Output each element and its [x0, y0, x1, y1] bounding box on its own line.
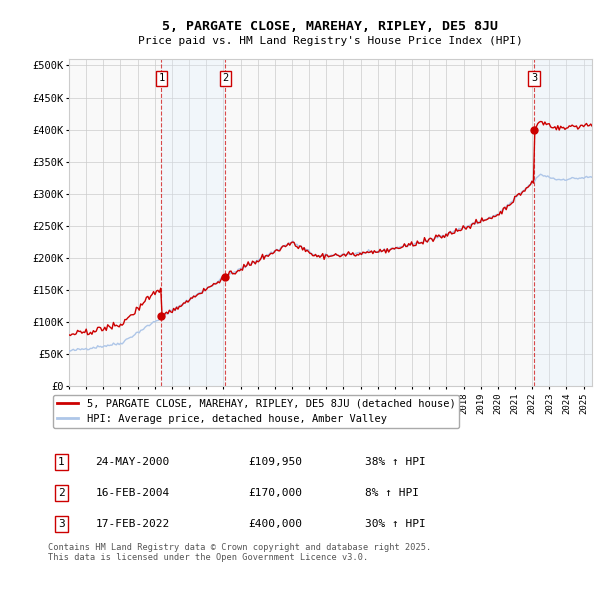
Text: £109,950: £109,950 — [248, 457, 302, 467]
Text: £170,000: £170,000 — [248, 488, 302, 498]
Text: 16-FEB-2004: 16-FEB-2004 — [95, 488, 170, 498]
Text: 38% ↑ HPI: 38% ↑ HPI — [365, 457, 425, 467]
Text: 2: 2 — [58, 488, 65, 498]
Text: 3: 3 — [58, 519, 65, 529]
Text: 5, PARGATE CLOSE, MAREHAY, RIPLEY, DE5 8JU: 5, PARGATE CLOSE, MAREHAY, RIPLEY, DE5 8… — [162, 20, 498, 33]
Text: Price paid vs. HM Land Registry's House Price Index (HPI): Price paid vs. HM Land Registry's House … — [137, 37, 523, 46]
Text: 8% ↑ HPI: 8% ↑ HPI — [365, 488, 419, 498]
Text: 1: 1 — [58, 457, 65, 467]
Text: £400,000: £400,000 — [248, 519, 302, 529]
Text: 2: 2 — [223, 73, 229, 83]
Text: Contains HM Land Registry data © Crown copyright and database right 2025.
This d: Contains HM Land Registry data © Crown c… — [48, 543, 431, 562]
Text: 17-FEB-2022: 17-FEB-2022 — [95, 519, 170, 529]
Bar — [534, 59, 600, 386]
Text: 3: 3 — [531, 73, 538, 83]
Text: 1: 1 — [158, 73, 164, 83]
Bar — [161, 59, 226, 386]
Text: 30% ↑ HPI: 30% ↑ HPI — [365, 519, 425, 529]
Legend: 5, PARGATE CLOSE, MAREHAY, RIPLEY, DE5 8JU (detached house), HPI: Average price,: 5, PARGATE CLOSE, MAREHAY, RIPLEY, DE5 8… — [53, 395, 460, 428]
Text: 24-MAY-2000: 24-MAY-2000 — [95, 457, 170, 467]
